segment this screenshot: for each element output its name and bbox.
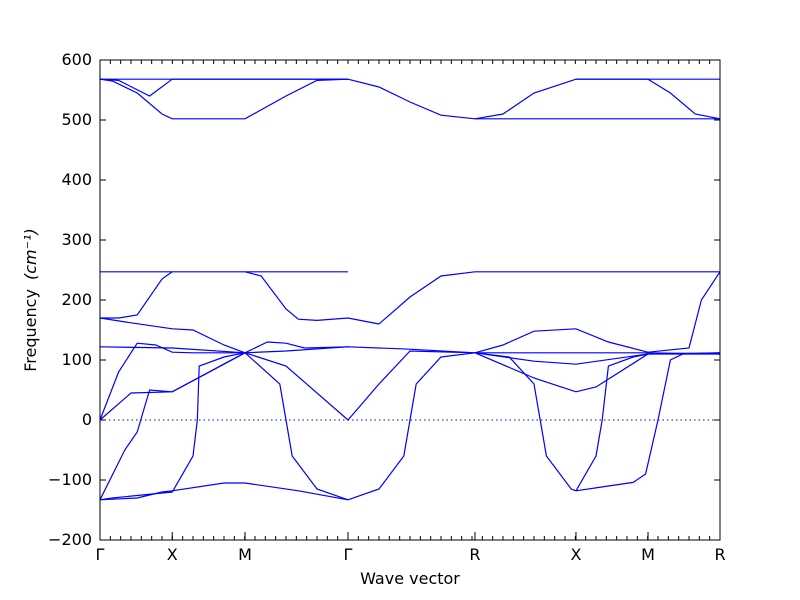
y-tick-label: 400 (61, 170, 92, 189)
plot-frame (99, 59, 721, 541)
y-axis-title-text: Frequency (21, 289, 40, 372)
band-line-18 (244, 341, 349, 354)
y-tick-label: 500 (61, 110, 92, 129)
x-tick-label: M (641, 545, 655, 564)
x-tick-label: R (469, 545, 480, 564)
band-line-19 (99, 482, 349, 501)
band-line-10 (244, 271, 380, 325)
band-line-14 (647, 271, 721, 353)
y-tick-label: −100 (48, 470, 92, 489)
band-line-27 (474, 352, 721, 393)
band-line-20 (99, 352, 246, 501)
band-line-3 (99, 78, 348, 97)
x-tick-label: Γ (96, 545, 105, 564)
y-axis-title: Frequency (cm⁻¹) (21, 228, 40, 371)
y-tick-label: 600 (61, 50, 92, 69)
band-line-16 (99, 350, 475, 421)
x-tick-label: Γ (344, 545, 353, 564)
band-line-23 (347, 352, 476, 501)
band-line-2 (99, 78, 349, 120)
y-tick-label: 200 (61, 290, 92, 309)
x-tick-label: X (167, 545, 178, 564)
band-line-4 (347, 78, 476, 120)
y-tick-label: −200 (48, 530, 92, 549)
x-tick-label: R (714, 545, 725, 564)
band-line-22 (244, 352, 349, 501)
band-line-21 (99, 352, 246, 501)
band-line-12 (99, 317, 246, 354)
band-line-25 (575, 353, 649, 492)
band-line-24 (474, 352, 577, 492)
y-tick-label: 100 (61, 350, 92, 369)
band-line-17 (99, 342, 246, 421)
y-tick-label: 0 (82, 410, 92, 429)
band-line-26 (575, 352, 721, 492)
x-tick-label: M (238, 545, 252, 564)
x-tick-label: X (570, 545, 581, 564)
band-line-5 (474, 78, 721, 120)
band-line-11 (378, 271, 720, 325)
band-line-9 (100, 271, 173, 319)
band-line-15 (99, 346, 721, 355)
y-axis-title-unit: (cm⁻¹) (21, 228, 40, 280)
y-tick-label: 300 (61, 230, 92, 249)
band-line-28 (474, 352, 720, 365)
x-axis-title: Wave vector (360, 569, 460, 588)
band-line-13 (474, 328, 649, 354)
